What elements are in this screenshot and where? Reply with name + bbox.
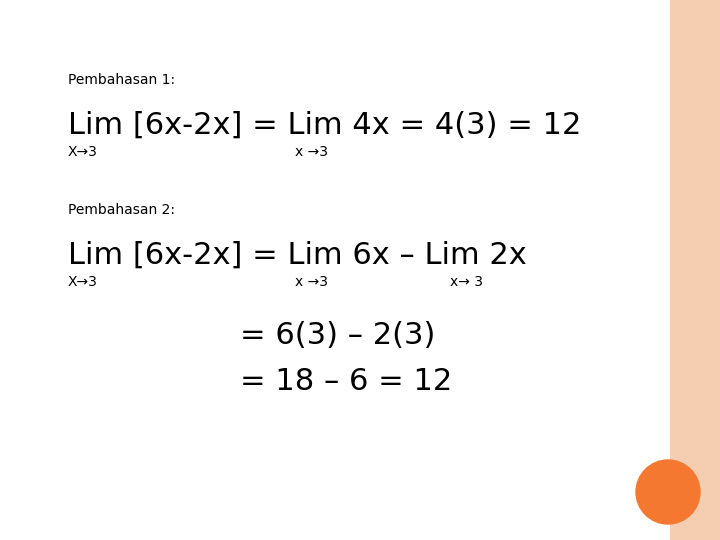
Text: = 18 – 6 = 12: = 18 – 6 = 12: [240, 368, 452, 396]
Text: X→3: X→3: [68, 145, 98, 159]
Text: x →3: x →3: [295, 275, 328, 289]
Circle shape: [636, 460, 700, 524]
Text: = 6(3) – 2(3): = 6(3) – 2(3): [240, 321, 436, 349]
Text: Lim [6x-2x] = Lim 6x – Lim 2x: Lim [6x-2x] = Lim 6x – Lim 2x: [68, 240, 527, 269]
Text: Lim [6x-2x] = Lim 4x = 4(3) = 12: Lim [6x-2x] = Lim 4x = 4(3) = 12: [68, 111, 581, 139]
Text: x →3: x →3: [295, 145, 328, 159]
Text: x→ 3: x→ 3: [450, 275, 483, 289]
Text: Pembahasan 1:: Pembahasan 1:: [68, 73, 175, 87]
Text: X→3: X→3: [68, 275, 98, 289]
Text: Pembahasan 2:: Pembahasan 2:: [68, 203, 175, 217]
